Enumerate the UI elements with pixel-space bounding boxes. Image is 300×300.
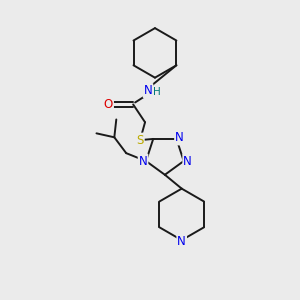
Text: N: N xyxy=(177,235,186,248)
Text: O: O xyxy=(104,98,113,111)
Text: S: S xyxy=(136,134,144,147)
Text: H: H xyxy=(153,86,161,97)
Text: N: N xyxy=(144,84,152,97)
Text: N: N xyxy=(175,131,184,144)
Text: N: N xyxy=(183,154,192,168)
Text: N: N xyxy=(139,154,147,168)
